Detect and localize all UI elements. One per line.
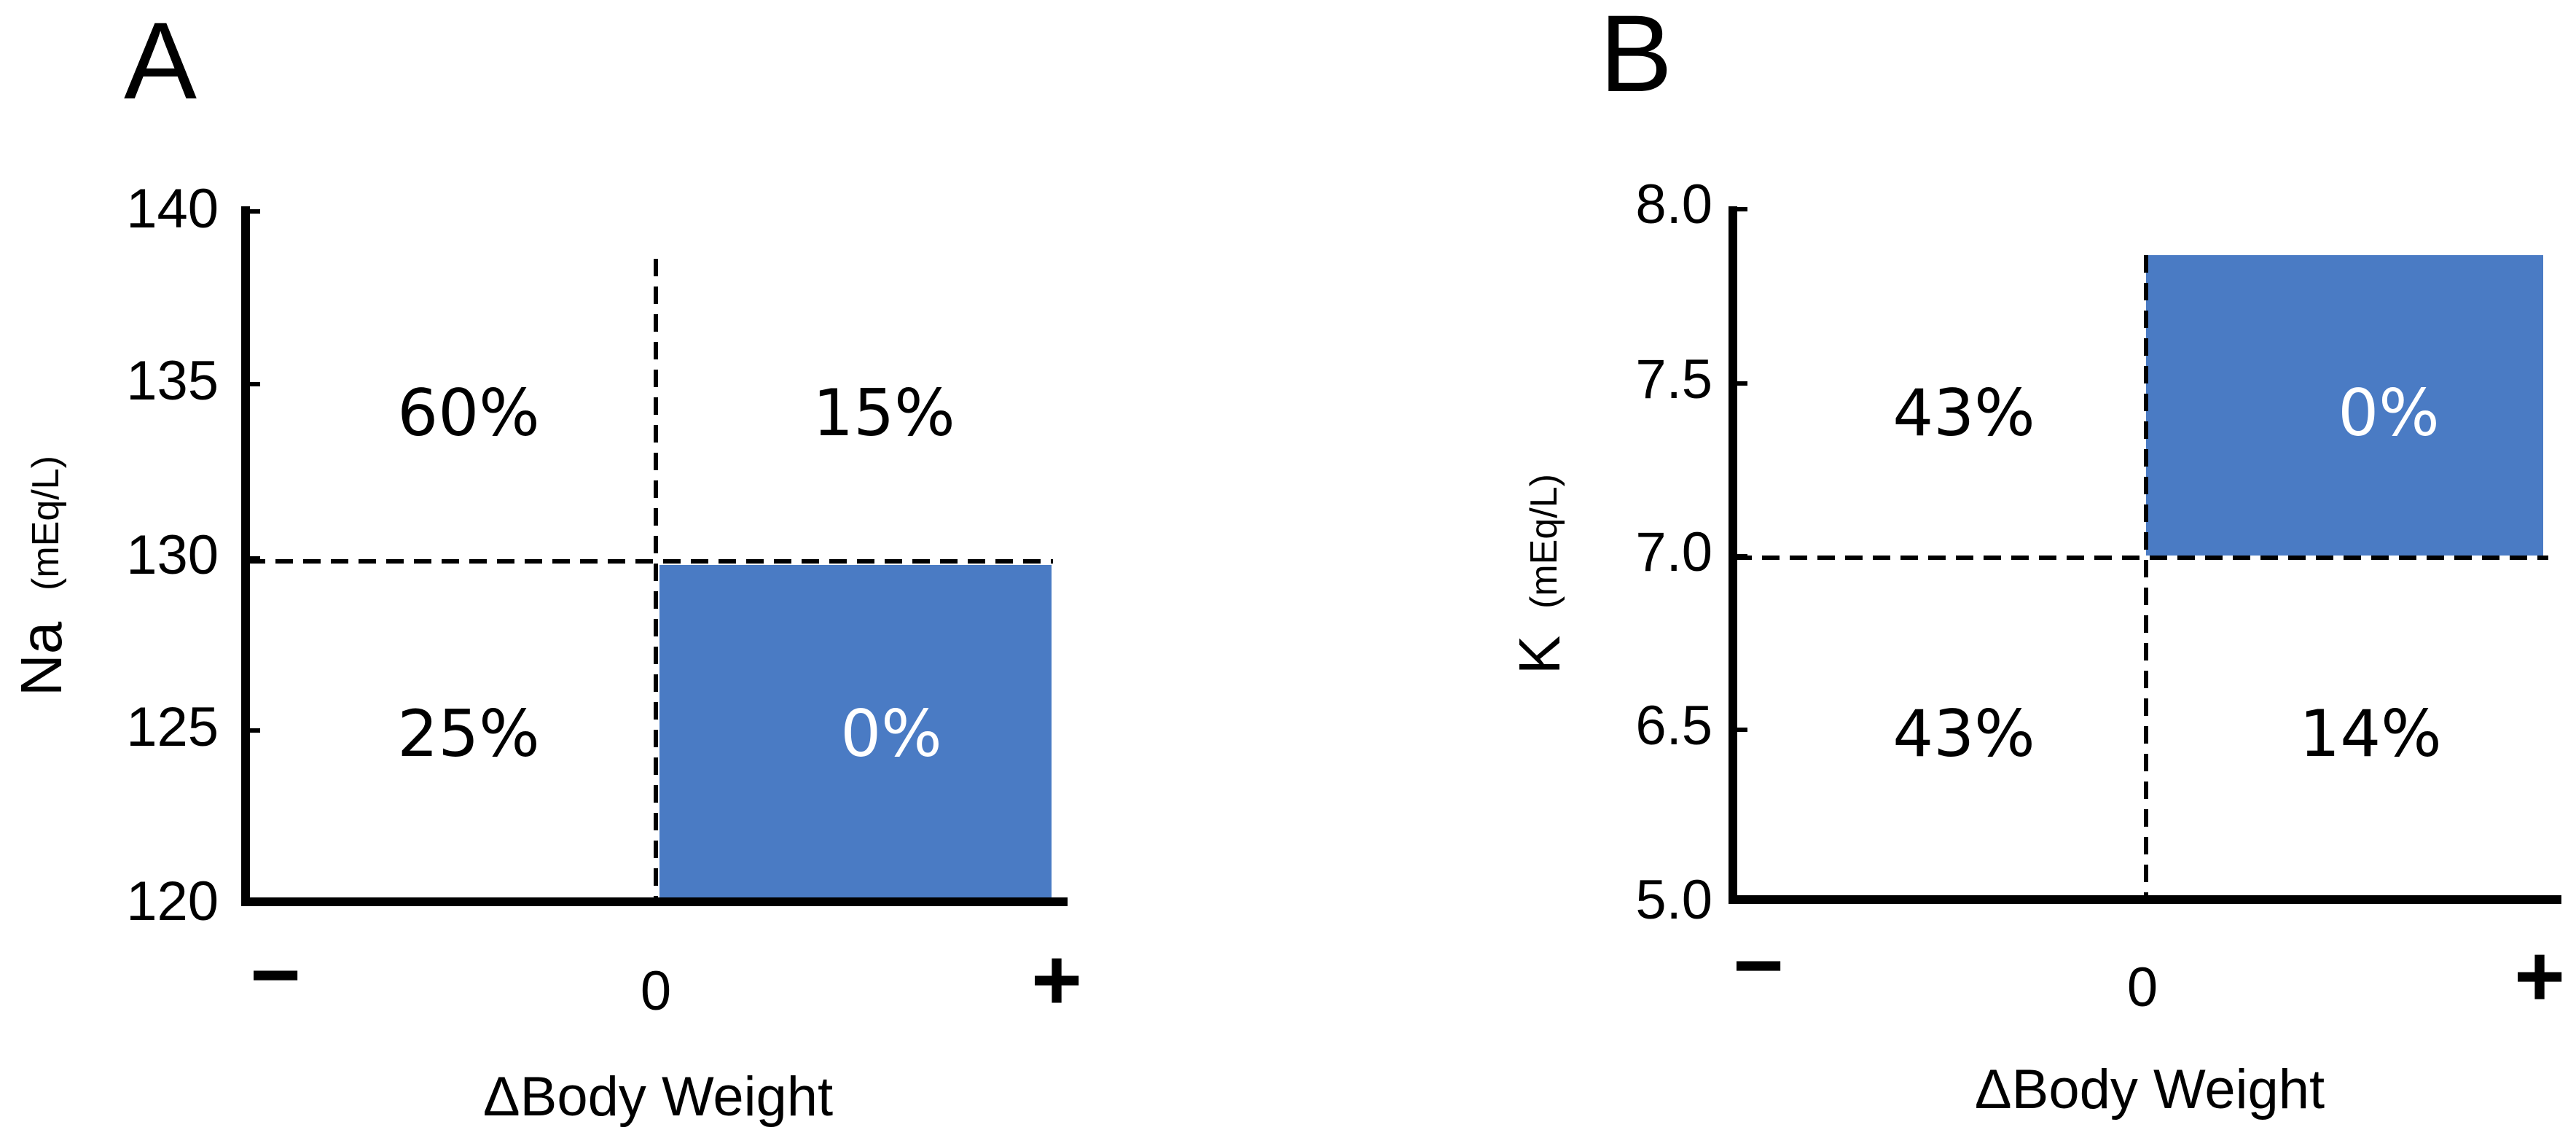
y-axis-unit-a: (mEq/L) [25, 456, 67, 591]
x-tick-zero-b: 0 [2127, 956, 2158, 1018]
quadrant-label-a-top-right: 15% [813, 375, 955, 451]
x-tick-minus-b: − [1733, 916, 1784, 1014]
y-tick-label-a-3: 125 [126, 696, 219, 758]
quadrant-label-b-top-right: 0% [2338, 375, 2440, 451]
y-tick-label-b-2: 7.0 [1635, 521, 1712, 583]
quadrant-label-b-bottom-right: 14% [2299, 696, 2442, 771]
quadrant-label-b-bottom-left: 43% [1892, 696, 2035, 771]
x-axis-title-b: ΔBody Weight [1975, 1059, 2325, 1121]
y-tick-label-a-2: 130 [126, 524, 219, 586]
quadrant-label-a-bottom-right: 0% [840, 696, 942, 771]
y-axis-title-a-text: Na [9, 621, 74, 696]
y-axis-unit-b: (mEq/L) [1523, 474, 1565, 609]
quadrant-highlight-b [2146, 255, 2543, 556]
quadrant-label-a-bottom-left: 25% [397, 696, 540, 771]
y-tick-label-a-1: 135 [126, 350, 219, 412]
x-tick-plus-b: + [2514, 927, 2565, 1025]
y-tick-label-b-0: 8.0 [1635, 174, 1712, 235]
x-axis-title-a: ΔBody Weight [483, 1066, 833, 1128]
y-axis-title-b: K (mEq/L) [1507, 474, 1572, 674]
y-axis-title-a: Na (mEq/L) [9, 456, 74, 696]
panel-b: B 8.0 7.5 7.0 6.5 5.0 K (mEq/L) 43% 0% 4… [1507, 0, 2565, 1121]
y-tick-label-b-4: 5.0 [1635, 869, 1712, 931]
panel-label-b: B [1600, 0, 1672, 114]
quadrant-label-b-top-left: 43% [1892, 375, 2035, 451]
quadrant-highlight-a [659, 565, 1052, 900]
y-tick-label-a-4: 120 [126, 870, 219, 932]
x-tick-minus-a: − [250, 926, 301, 1024]
x-tick-plus-a: + [1031, 931, 1082, 1029]
y-tick-label-b-1: 7.5 [1635, 348, 1712, 410]
y-axis-title-b-text: K [1507, 636, 1572, 674]
panel-label-a: A [124, 0, 197, 122]
x-tick-zero-a: 0 [641, 960, 671, 1022]
y-ticks-a [246, 209, 260, 733]
quadrant-label-a-top-left: 60% [397, 375, 540, 451]
y-tick-label-b-3: 6.5 [1635, 695, 1712, 757]
y-tick-label-a-0: 140 [126, 178, 219, 240]
panel-a: A 140 135 130 125 120 Na (mEq/L) 60% 15% [9, 0, 1082, 1128]
